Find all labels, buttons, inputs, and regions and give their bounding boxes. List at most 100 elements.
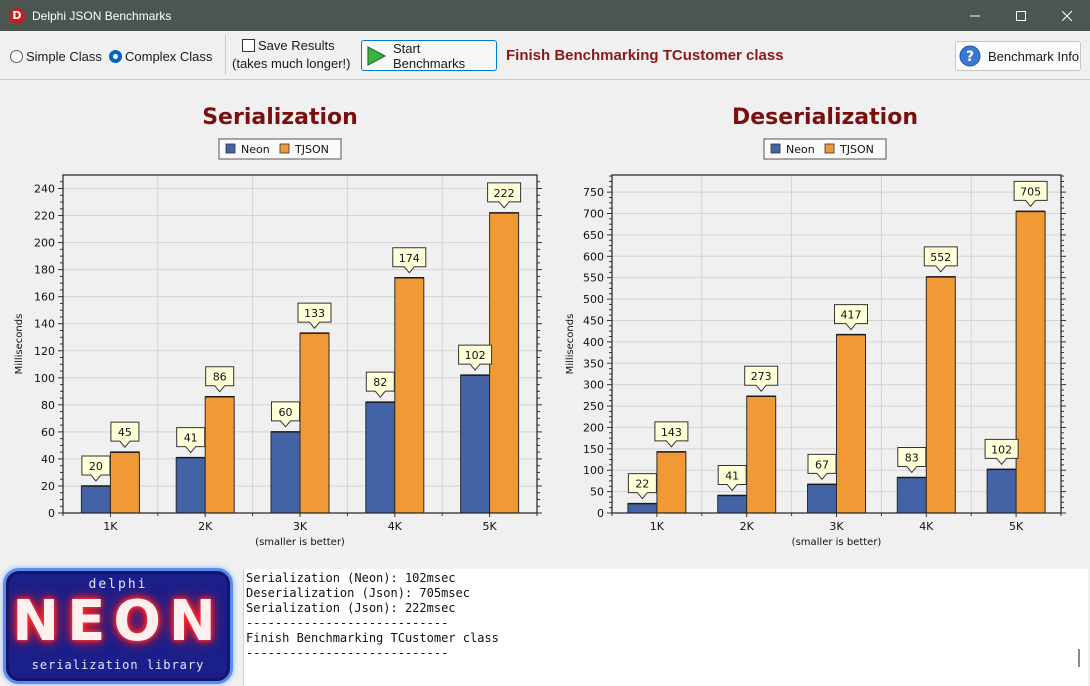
bar-neon-5k [460,374,491,514]
start-benchmarks-button[interactable]: Start Benchmarks [361,40,497,71]
y-tick-label: 250 [583,400,604,413]
data-label-text: 60 [279,406,293,419]
data-label-box [984,438,1019,466]
radio-circle-selected[interactable] [109,50,122,63]
data-label: 174 [392,247,427,274]
legend-label: Neon [241,143,270,156]
radio-circle[interactable] [10,50,23,63]
chart-title: Deserialization [732,105,918,130]
benchmark-info-button[interactable]: ? Benchmark Info [955,41,1081,71]
close-button[interactable] [1044,0,1090,31]
x-tick-label: 5K [482,520,497,533]
data-label-text: 67 [815,458,829,471]
data-label: 20 [81,455,111,482]
minimize-button[interactable] [952,0,998,31]
data-label-text: 143 [661,426,682,439]
bar-neon-4k [365,401,396,514]
data-label: 22 [627,473,657,500]
x-axis-label: (smaller is better) [255,537,345,548]
data-label-text: 705 [1020,185,1041,198]
log-line: ---------------------------- [246,616,449,630]
data-label-box [654,421,689,448]
bar-tjson-5k [489,212,520,514]
data-label-box [1013,180,1048,208]
data-label-text: 41 [725,469,739,482]
data-label: 273 [744,365,779,392]
y-tick-label: 700 [583,208,604,221]
y-tick-label: 80 [41,399,55,412]
y-tick-label: 180 [34,264,55,277]
y-tick-label: 220 [34,210,55,223]
data-label-box [627,473,657,500]
scroll-thumb[interactable] [1078,649,1080,667]
data-label: 41 [176,427,206,454]
data-label: 86 [205,366,235,393]
data-label: 41 [717,464,747,492]
bar-neon-3k [270,431,301,514]
maximize-button[interactable] [998,0,1044,31]
radio-simple-label: Simple Class [26,49,102,64]
legend-label: TJSON [839,143,874,156]
checkbox-box[interactable] [242,39,255,52]
bar-tjson-3k [836,334,866,514]
data-label: 102 [458,344,493,371]
logo-main-text: NEON [12,589,224,654]
window-title: Delphi JSON Benchmarks [32,8,172,23]
x-tick-label: 4K [388,520,403,533]
y-tick-label: 140 [34,318,55,331]
radio-simple-class[interactable]: Simple Class [10,49,102,64]
bar-neon-4k [896,476,927,514]
deserialization-chart: Deserialization Neon TJSON 0 50 100 150 200 250 3… [565,105,1066,548]
data-label-box [458,344,493,371]
legend-swatch [824,143,835,154]
data-label-box [110,421,140,448]
serialization-chart: Serialization Neon TJSON 0 20 40 60 80 100 120 140… [14,105,542,548]
data-label-box [807,453,837,481]
y-tick-label: 0 [48,507,55,520]
start-benchmarks-label: Start Benchmarks [392,40,466,71]
y-tick-label: 750 [583,186,604,199]
radio-complex-class[interactable]: Complex Class [109,49,212,64]
x-tick-label: 1K [103,520,118,533]
y-tick-label: 60 [41,426,55,439]
data-label-text: 417 [841,309,862,322]
log-line: Serialization (Json): 222msec [246,601,456,615]
y-tick-label: 40 [41,453,55,466]
y-tick-label: 450 [583,314,604,327]
close-icon [1062,10,1072,21]
y-tick-label: 500 [583,293,604,306]
data-label-text: 222 [494,187,515,200]
toolbar: Simple Class Complex Class Save Results … [0,31,1090,80]
y-tick-label: 350 [583,357,604,370]
y-tick-label: 50 [590,486,604,499]
data-label: 417 [834,304,868,331]
save-results-checkbox[interactable]: Save Results [242,38,354,53]
chart-title: Serialization [202,105,358,130]
status-message: Finish Benchmarking TCustomer class [506,47,784,64]
data-label-text: 133 [304,307,325,320]
bar-neon-5k [986,468,1017,514]
log-output[interactable]: Serialization (Neon): 102msec Deserializa… [243,569,1071,686]
data-label-text: 83 [905,451,919,464]
data-label-text: 82 [373,376,387,389]
x-tick-label: 2K [198,520,213,533]
data-label: 143 [654,421,689,448]
y-tick-label: 300 [583,379,604,392]
save-results-group: Save Results (takes much longer!) [232,38,354,71]
y-tick-label: 160 [34,291,55,304]
data-label-box [923,246,958,273]
y-tick-label: 100 [583,464,604,477]
bar-neon-1k [80,485,111,514]
help-icon: ? [959,45,981,67]
log-line: Finish Benchmarking TCustomer class [246,631,499,645]
data-label-box [365,371,395,398]
save-results-label: Save Results [258,38,335,53]
data-label-box [744,365,779,392]
data-label: 552 [923,246,958,273]
data-label-text: 552 [930,251,951,264]
y-tick-label: 0 [597,507,604,520]
log-scrollbar[interactable] [1071,569,1088,686]
y-tick-label: 20 [41,480,55,493]
bar-tjson-4k [925,276,956,514]
radio-complex-label: Complex Class [125,49,213,64]
